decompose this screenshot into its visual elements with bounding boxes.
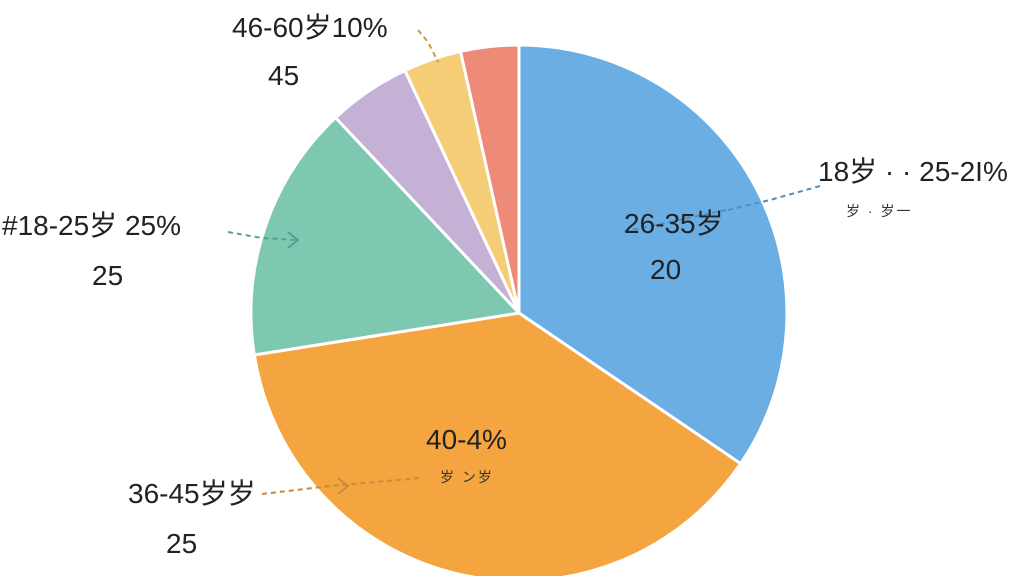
pie-slice-0 bbox=[517, 43, 789, 466]
leader-bottom bbox=[261, 477, 421, 495]
label-inner-orange: 40-4% bbox=[426, 424, 507, 455]
pie-slice-1 bbox=[252, 311, 743, 576]
value-bottom: 25 bbox=[166, 528, 198, 559]
leader-left-arrow bbox=[287, 231, 300, 249]
label-left: #18-25岁 25% bbox=[2, 210, 182, 241]
value-left: 25 bbox=[92, 260, 124, 291]
sublabel-inner-orange: 岁 ン岁 bbox=[440, 469, 494, 485]
label-bottom: 36-45岁岁 bbox=[128, 478, 256, 509]
pie-slice-2 bbox=[249, 115, 523, 357]
value-inner-blue: 20 bbox=[650, 254, 682, 285]
label-inner-blue: 26-35岁 bbox=[624, 208, 724, 239]
leader-bottom-arrow bbox=[337, 477, 350, 495]
label-right: 18岁 · · 25-2I% bbox=[818, 156, 1008, 187]
value-top: 45 bbox=[268, 60, 300, 91]
leader-left bbox=[227, 231, 297, 241]
leader-lines bbox=[227, 29, 821, 495]
pie-slices bbox=[249, 43, 789, 576]
label-top: 46-60岁10% bbox=[232, 12, 388, 43]
pie-slice-5 bbox=[458, 43, 521, 314]
leader-top bbox=[417, 29, 439, 63]
sublabel-right: 岁 · 岁一 bbox=[846, 203, 913, 219]
